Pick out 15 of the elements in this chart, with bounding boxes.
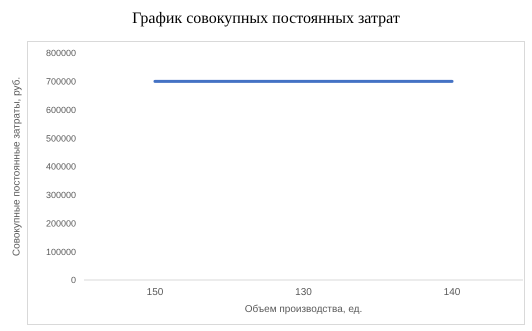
x-tick-label: 130 [295, 287, 312, 298]
y-tick-label: 400000 [46, 162, 76, 172]
y-tick-label: 0 [70, 275, 76, 286]
x-tick-label: 140 [444, 287, 461, 298]
x-tick-label: 150 [146, 287, 164, 298]
y-axis-title: Совокупные постоянные затраты, руб. [12, 76, 23, 256]
y-tick-label: 500000 [46, 133, 76, 144]
y-tick-label: 200000 [46, 218, 76, 228]
y-tick-label: 800000 [46, 48, 76, 58]
chart-title: График совокупных постоянных затрат [131, 10, 401, 28]
y-tick-label: 700000 [46, 76, 76, 87]
y-tick-label: 100000 [46, 246, 76, 257]
y-tick-label: 300000 [46, 190, 76, 200]
y-tick-label: 600000 [46, 104, 76, 115]
x-axis-title: Объем производства, ед. [244, 304, 362, 315]
